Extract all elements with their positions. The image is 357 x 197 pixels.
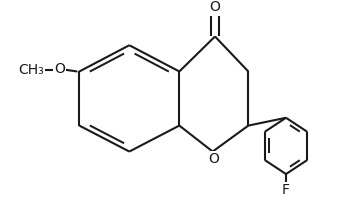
Text: CH₃: CH₃ <box>19 63 44 77</box>
Text: O: O <box>210 0 220 14</box>
Text: O: O <box>208 152 219 166</box>
Text: O: O <box>54 62 65 76</box>
Text: F: F <box>282 183 290 197</box>
